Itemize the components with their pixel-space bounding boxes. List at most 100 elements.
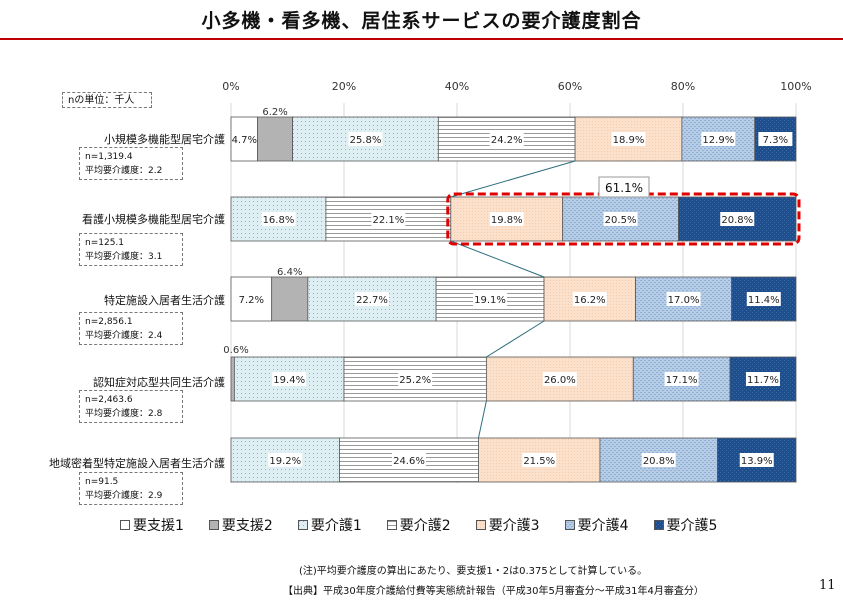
avg-care-level: 平均要介護度：2.8 <box>85 409 163 419</box>
data-label: 22.1% <box>372 215 404 226</box>
legend-label: 要介護2 <box>399 518 451 534</box>
legend-label: 要支援2 <box>221 518 273 534</box>
data-label: 12.9% <box>702 135 734 146</box>
legend: 要支援1 要支援2 要介護1 要介護2 要介護3 要介護4 要介護5 <box>120 515 717 535</box>
data-label: 4.7% <box>232 135 257 146</box>
bar-segment <box>729 356 797 402</box>
avg-care-level: 平均要介護度：3.1 <box>85 252 163 262</box>
data-label: 26.0% <box>544 375 576 386</box>
n-value: n=2,856.1 <box>85 317 133 327</box>
legend-item: 要支援2 <box>208 515 273 535</box>
series-line <box>477 400 487 439</box>
data-label: 16.2% <box>574 295 606 306</box>
data-label-bg <box>720 212 755 226</box>
data-label: 7.3% <box>763 135 788 146</box>
n-info-box: n=2,856.1 平均要介護度：2.4 <box>79 312 183 345</box>
data-label-bg <box>522 453 557 467</box>
legend-item: 要介護5 <box>653 515 718 535</box>
data-label: 19.1% <box>474 295 506 306</box>
data-label: 6.4% <box>277 267 302 278</box>
data-label-bg <box>473 292 508 306</box>
data-label-bg <box>701 132 736 146</box>
bar-segment <box>230 356 235 402</box>
data-label: 17.1% <box>666 375 698 386</box>
x-tick-label: 0% <box>222 80 239 93</box>
data-label-bg <box>398 372 433 386</box>
data-label: 24.6% <box>393 456 425 467</box>
n-value: n=125.1 <box>85 238 125 248</box>
bar-segment <box>271 276 309 322</box>
data-label: 16.8% <box>263 215 295 226</box>
data-label-bg <box>261 212 296 226</box>
n-info-box: n=2,463.6 平均要介護度：2.8 <box>79 390 183 423</box>
data-label: 20.8% <box>721 215 753 226</box>
x-tick-label: 40% <box>445 80 469 93</box>
legend-label: 要介護3 <box>488 518 540 534</box>
data-label: 19.2% <box>269 456 301 467</box>
callout-box <box>598 176 650 198</box>
legend-item: 要介護2 <box>386 515 451 535</box>
data-label-bg <box>272 372 307 386</box>
data-label: 24.2% <box>491 135 523 146</box>
legend-label: 要介護5 <box>666 518 718 534</box>
data-label: 25.2% <box>399 375 431 386</box>
data-label-bg <box>758 132 793 146</box>
x-tick-label: 60% <box>558 80 582 93</box>
footnote: (注)平均要介護度の算出にあたり、要支援1・2は0.375として計算している。 <box>299 566 648 577</box>
data-label-bg <box>641 453 676 467</box>
data-label: 19.4% <box>273 375 305 386</box>
data-label-bg <box>745 372 780 386</box>
source-citation: 【出典】平成30年度介護給付費等実態統計報告（平成30年5月審査分～平成31年4… <box>283 586 704 597</box>
data-label: 7.2% <box>239 295 264 306</box>
data-label: 19.8% <box>491 215 523 226</box>
category-label: 地域密着型特定施設入居者生活介護 <box>49 457 225 470</box>
data-label-bg <box>746 292 781 306</box>
data-label-bg <box>268 453 303 467</box>
avg-care-level: 平均要介護度：2.4 <box>85 331 163 341</box>
data-label-bg <box>354 292 389 306</box>
data-label-bg <box>391 453 426 467</box>
data-label: 20.8% <box>643 456 675 467</box>
data-label: 11.4% <box>748 295 780 306</box>
legend-label: 要介護1 <box>310 518 362 534</box>
legend-item: 要介護1 <box>297 515 362 535</box>
x-tick-label: 100% <box>780 80 811 93</box>
data-label: 17.0% <box>668 295 700 306</box>
n-info-box: n=1,319.4 平均要介護度：2.2 <box>79 147 183 180</box>
avg-care-level: 平均要介護度：2.9 <box>85 491 163 501</box>
data-label-bg <box>739 453 774 467</box>
legend-label: 要支援1 <box>133 518 184 534</box>
legend-label: 要介護4 <box>577 518 629 534</box>
category-label: 認知症対応型共同生活介護 <box>93 376 225 389</box>
data-label-bg <box>371 212 406 226</box>
category-label: 看護小規模多機能型居宅介護 <box>82 213 225 226</box>
n-info-box: n=91.5 平均要介護度：2.9 <box>79 472 183 505</box>
data-label-bg <box>489 212 524 226</box>
data-label: 0.6% <box>223 345 248 356</box>
legend-item: 要介護3 <box>475 515 540 535</box>
data-label: 6.2% <box>262 107 287 118</box>
page-number: 11 <box>819 578 836 593</box>
unit-note: nの単位：千人 <box>62 92 152 108</box>
data-label-bg <box>348 132 383 146</box>
bar-segment <box>343 356 487 402</box>
data-label-bg <box>489 132 524 146</box>
data-label: 25.8% <box>350 135 382 146</box>
data-label-bg <box>666 292 701 306</box>
data-label-bg <box>603 212 638 226</box>
series-line <box>486 320 545 358</box>
bar-segment <box>257 116 293 162</box>
title-rule <box>0 38 843 40</box>
data-label-bg <box>611 132 646 146</box>
series-line <box>450 240 545 278</box>
bar-segment <box>599 437 718 483</box>
n-info-box: n=125.1 平均要介護度：3.1 <box>79 233 183 266</box>
series-line <box>450 160 576 198</box>
data-label: 18.9% <box>613 135 645 146</box>
data-label: 20.5% <box>605 215 637 226</box>
legend-item: 要支援1 <box>120 515 184 535</box>
slide-title: 小多機・看多機、居住系サービスの要介護度割合 <box>201 10 642 32</box>
data-label-bg <box>664 372 699 386</box>
category-label: 小規模多機能型居宅介護 <box>104 133 225 146</box>
